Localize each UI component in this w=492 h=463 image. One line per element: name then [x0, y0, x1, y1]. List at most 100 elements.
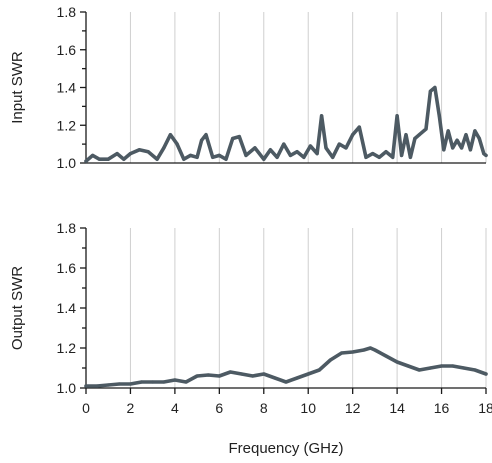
- x-tick-label: 8: [260, 400, 268, 416]
- x-tick-label: 12: [345, 400, 361, 416]
- data-point: [107, 383, 110, 386]
- data-point: [182, 158, 185, 161]
- data-point: [147, 150, 150, 153]
- data-point: [196, 156, 199, 159]
- data-point: [351, 133, 354, 136]
- data-point: [282, 143, 285, 146]
- data-point: [207, 373, 210, 376]
- data-point: [413, 137, 416, 140]
- data-point: [309, 144, 312, 147]
- y-tick-label: 1.6: [57, 260, 77, 276]
- data-point: [440, 364, 443, 367]
- x-tick-label: 0: [82, 400, 90, 416]
- data-point: [447, 129, 450, 132]
- data-point: [462, 366, 465, 369]
- data-point: [262, 372, 265, 375]
- y-tick-label: 1.0: [57, 155, 77, 171]
- data-point: [204, 133, 207, 136]
- data-point: [473, 129, 476, 132]
- data-point: [289, 154, 292, 157]
- data-point: [138, 148, 141, 151]
- data-point: [384, 150, 387, 153]
- data-point: [404, 133, 407, 136]
- data-point: [331, 156, 334, 159]
- data-point: [107, 158, 110, 161]
- data-point: [156, 158, 159, 161]
- data-point: [371, 152, 374, 155]
- data-point: [433, 86, 436, 89]
- data-point: [400, 154, 403, 157]
- data-point: [224, 158, 227, 161]
- data-point: [320, 114, 323, 117]
- data-point: [451, 146, 454, 149]
- x-tick-label: 4: [171, 400, 179, 416]
- data-point: [96, 384, 99, 387]
- data-point: [407, 364, 410, 367]
- data-point: [162, 380, 165, 383]
- data-point: [189, 154, 192, 157]
- data-point: [84, 160, 87, 163]
- data-point: [469, 148, 472, 151]
- data-point: [362, 348, 365, 351]
- data-point: [284, 380, 287, 383]
- y-tick-label: 1.4: [57, 300, 77, 316]
- input-swr-panel: 1.0 1.2 1.4 1.6 1.8 Input SWR: [9, 4, 488, 171]
- data-point: [129, 382, 132, 385]
- data-point: [451, 364, 454, 367]
- x-tick-label: 2: [127, 400, 135, 416]
- y-tick-label: 1.2: [57, 117, 77, 133]
- data-point: [244, 154, 247, 157]
- data-point: [418, 368, 421, 371]
- y-tick-label: 1.2: [57, 340, 77, 356]
- data-point: [218, 374, 221, 377]
- data-point: [262, 158, 265, 161]
- data-point: [238, 135, 241, 138]
- data-point: [473, 368, 476, 371]
- data-point: [418, 133, 421, 136]
- y-axis-title: Output SWR: [9, 266, 26, 350]
- data-point: [338, 143, 341, 146]
- data-point: [151, 380, 154, 383]
- data-point: [276, 156, 279, 159]
- data-point: [273, 376, 276, 379]
- data-point: [396, 360, 399, 363]
- data-point: [318, 368, 321, 371]
- data-point: [329, 358, 332, 361]
- data-point: [384, 354, 387, 357]
- data-point: [460, 146, 463, 149]
- data-point: [251, 374, 254, 377]
- data-point: [456, 139, 459, 142]
- data-point: [169, 133, 172, 136]
- data-point: [438, 114, 441, 117]
- data-point: [196, 374, 199, 377]
- data-point: [364, 156, 367, 159]
- y-axis-title: Input SWR: [9, 51, 26, 124]
- data-point: [84, 384, 87, 387]
- data-point: [229, 370, 232, 373]
- data-point: [162, 146, 165, 149]
- data-point: [129, 152, 132, 155]
- data-point: [173, 378, 176, 381]
- data-point: [324, 146, 327, 149]
- x-tick-label: 6: [215, 400, 223, 416]
- data-point: [200, 139, 203, 142]
- x-tick-label: 14: [389, 400, 405, 416]
- data-point: [484, 154, 487, 157]
- data-point: [373, 348, 376, 351]
- data-point: [91, 154, 94, 157]
- data-point: [140, 380, 143, 383]
- data-point: [442, 148, 445, 151]
- data-point: [122, 158, 125, 161]
- data-point: [184, 380, 187, 383]
- data-point: [218, 154, 221, 157]
- data-point: [378, 156, 381, 159]
- data-point: [302, 156, 305, 159]
- series-line: [86, 348, 486, 386]
- data-point: [116, 152, 119, 155]
- y-tick-label: 1.8: [57, 220, 77, 236]
- data-point: [478, 137, 481, 140]
- series-line: [86, 88, 486, 162]
- data-point: [396, 114, 399, 117]
- y-tick-label: 1.8: [57, 4, 77, 20]
- x-tick-label: 16: [434, 400, 450, 416]
